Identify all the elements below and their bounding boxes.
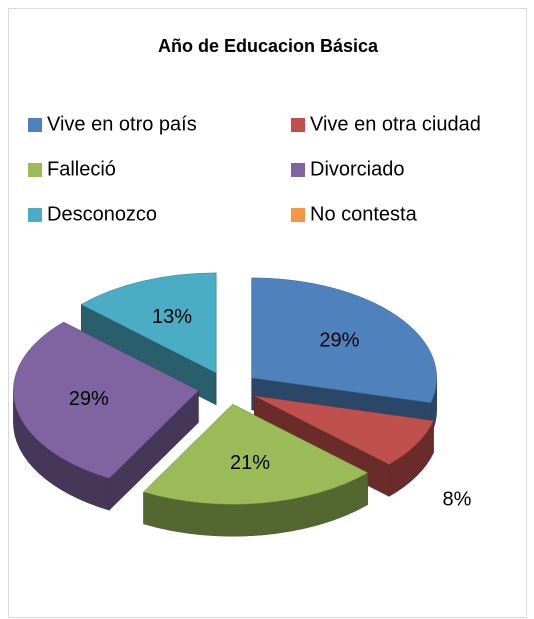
data-label: 8% [442, 488, 471, 510]
legend-swatch [291, 208, 305, 222]
legend-label: Desconozco [47, 203, 157, 225]
data-label: 21% [230, 452, 270, 474]
slice-top [254, 395, 434, 465]
legend-label: Vive en otro país [47, 113, 197, 135]
legend-swatch [291, 118, 305, 132]
legend-label: No contesta [310, 203, 418, 225]
chart-title: Año de Educacion Básica [158, 36, 379, 56]
legend-label: Vive en otra ciudad [310, 113, 481, 135]
legend-label: Divorciado [310, 158, 404, 180]
slice-top [13, 321, 199, 479]
legend-label: Falleció [47, 158, 116, 180]
pie-slice [13, 321, 199, 511]
data-label: 29% [319, 329, 359, 351]
slice-top [80, 272, 217, 374]
legend-swatch [28, 163, 42, 177]
slice-top [143, 403, 369, 505]
legend-swatch [28, 208, 42, 222]
data-label: 29% [69, 388, 109, 410]
slice-top [251, 277, 437, 404]
data-label: 13% [152, 306, 192, 328]
legend-swatch [28, 118, 42, 132]
legend-swatch [291, 163, 305, 177]
pie-slice [80, 272, 217, 406]
pie-slice [143, 403, 369, 537]
